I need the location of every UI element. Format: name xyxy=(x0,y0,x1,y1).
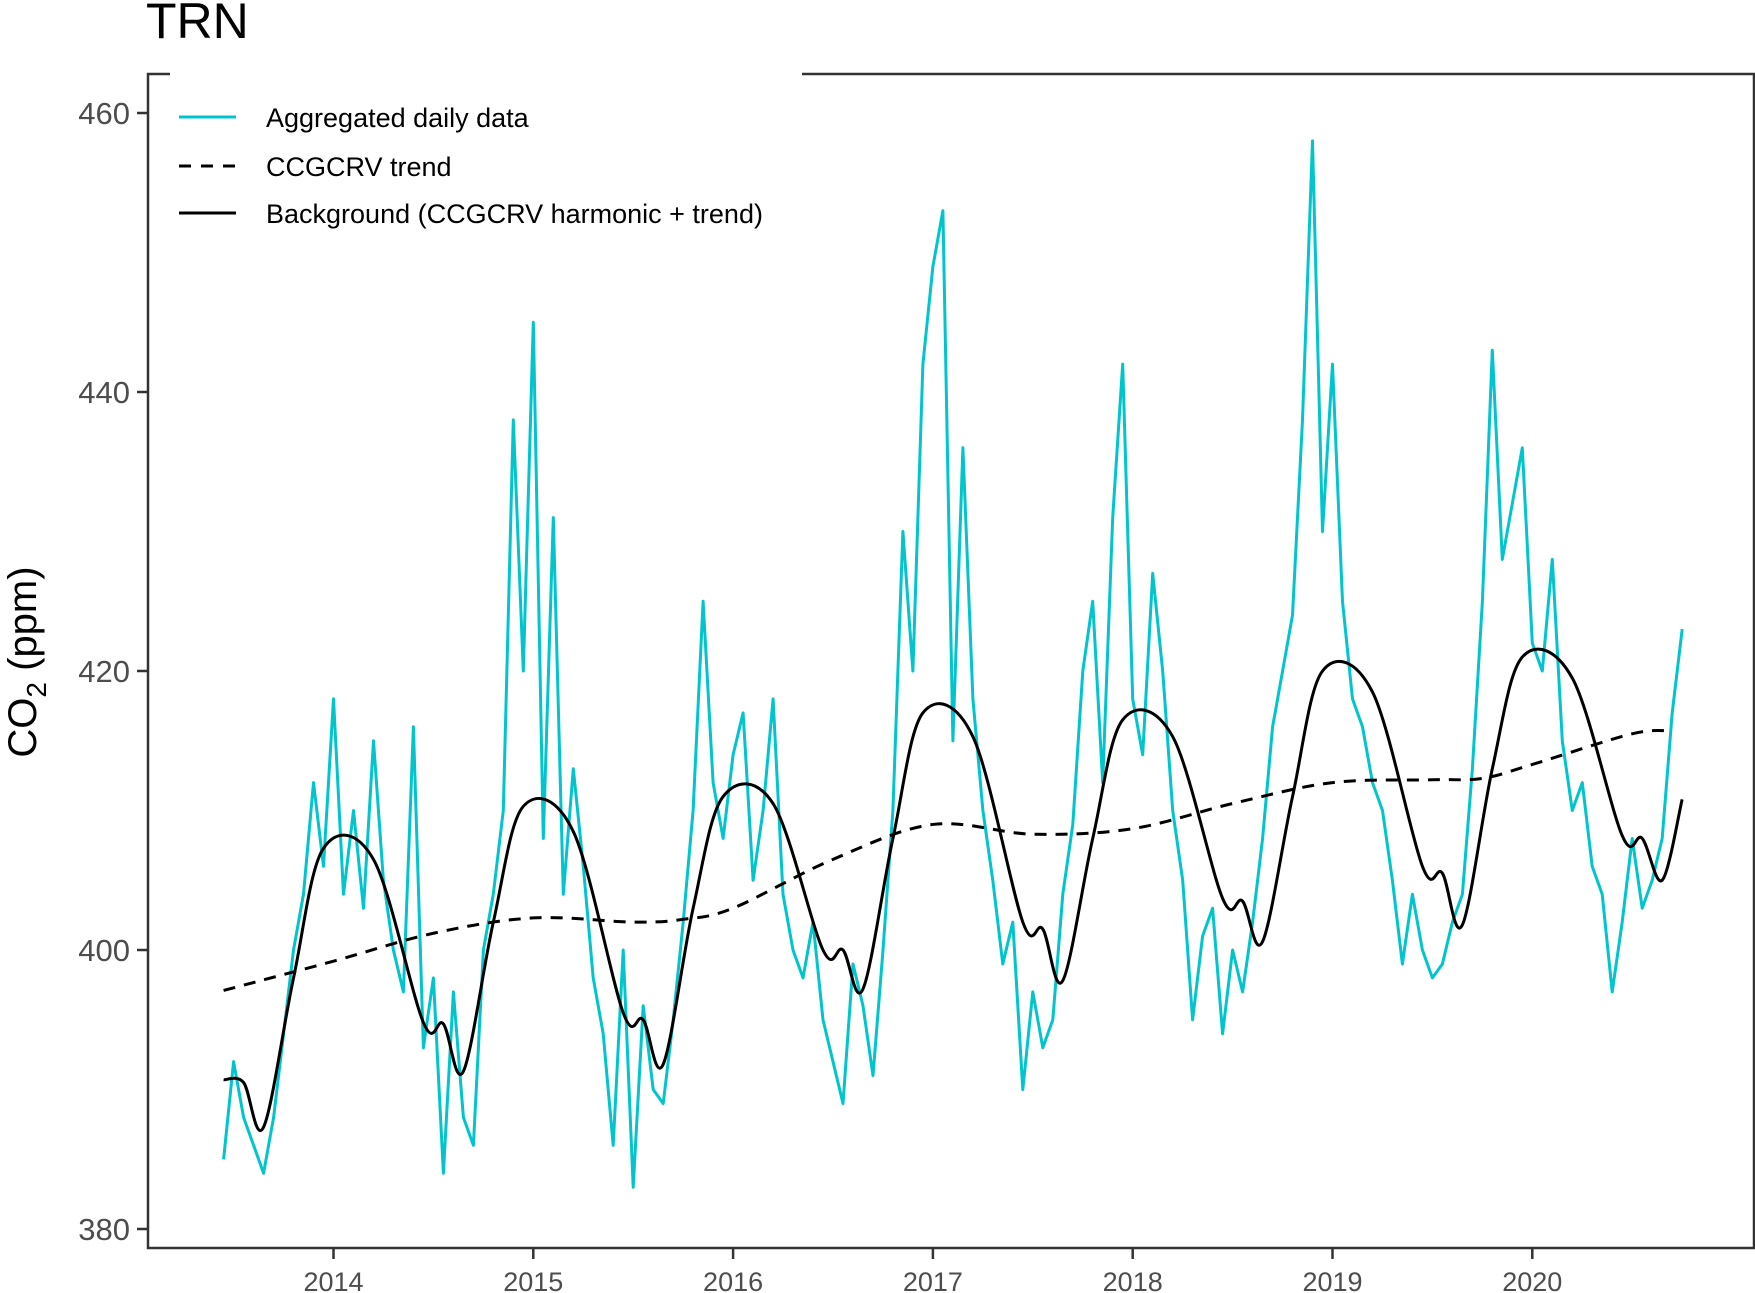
x-tick-label: 2015 xyxy=(503,1267,563,1293)
chart-title: TRN xyxy=(146,0,249,49)
series-aggregated-daily-data xyxy=(222,139,1684,1189)
x-tick-label: 2018 xyxy=(1103,1267,1163,1293)
y-axis-label-unit: (ppm) xyxy=(1,566,45,682)
y-axis-label-main: CO xyxy=(1,698,45,758)
x-tick-label: 2019 xyxy=(1302,1267,1362,1293)
x-tick-label: 2016 xyxy=(703,1267,763,1293)
panel-border xyxy=(146,72,1755,1250)
series-ccgcrv-trend xyxy=(223,728,1673,992)
legend-label-background: Background (CCGCRV harmonic + trend) xyxy=(266,199,763,229)
legend-label-trend: CCGCRV trend xyxy=(266,152,452,182)
y-tick-label: 420 xyxy=(78,654,130,689)
legend-background xyxy=(170,72,802,238)
legend: Aggregated daily data CCGCRV trend Backg… xyxy=(170,72,802,238)
y-tick-label: 380 xyxy=(78,1212,130,1247)
x-tick-label: 2020 xyxy=(1502,1267,1562,1293)
series-background xyxy=(223,647,1684,1132)
y-tick-label: 440 xyxy=(78,375,130,410)
plot-area xyxy=(222,139,1684,1189)
y-axis-label: CO2 (ppm) xyxy=(1,566,52,757)
y-axis-label-subscript: 2 xyxy=(21,682,52,698)
x-tick-label: 2017 xyxy=(903,1267,963,1293)
axes: 380 400 420 440 460 2014 2015 2016 2017 2018 2019 2… xyxy=(78,72,1755,1293)
x-tick-label: 2014 xyxy=(303,1267,363,1293)
y-tick-label: 460 xyxy=(78,96,130,131)
legend-label-aggregated: Aggregated daily data xyxy=(266,103,530,133)
y-tick-label: 400 xyxy=(78,933,130,968)
